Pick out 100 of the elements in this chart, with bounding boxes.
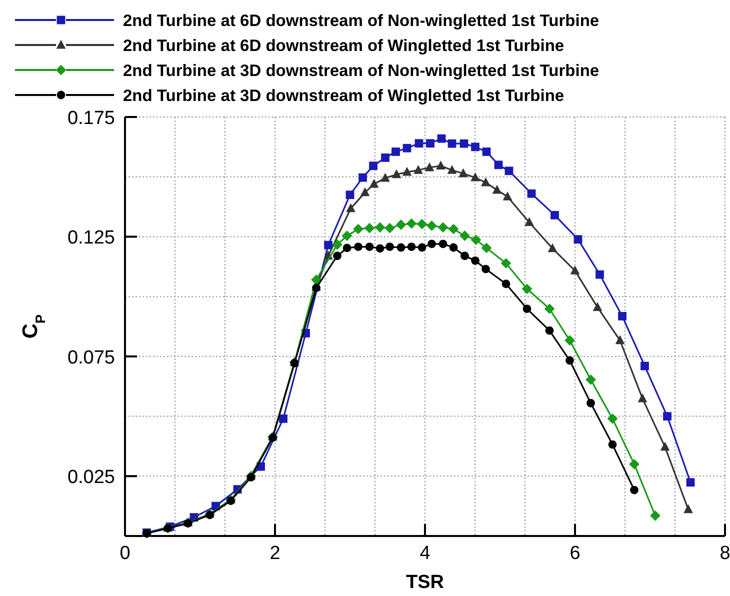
point	[504, 166, 514, 176]
point	[384, 222, 395, 234]
legend-label: 2nd Turbine at 6D downstream of Wingletted 1st Turbine	[123, 37, 564, 55]
point	[663, 412, 672, 420]
point	[660, 442, 670, 451]
point	[414, 139, 424, 148]
point	[548, 243, 558, 252]
point	[448, 224, 459, 234]
point	[374, 222, 386, 233]
point	[342, 230, 352, 241]
point	[522, 304, 532, 313]
point	[492, 184, 502, 194]
point	[460, 139, 468, 148]
point	[524, 217, 534, 226]
point	[426, 139, 434, 148]
point	[458, 168, 468, 178]
point	[607, 413, 618, 424]
point	[324, 240, 332, 250]
point	[424, 162, 434, 172]
point	[369, 178, 379, 188]
point	[638, 393, 648, 402]
point	[414, 164, 423, 174]
point	[346, 190, 354, 200]
point	[392, 169, 402, 178]
point	[376, 244, 384, 253]
point	[402, 166, 412, 176]
point	[364, 222, 375, 234]
point	[436, 160, 446, 170]
legend-label: 2nd Turbine at 6D downstream of Non-wingletted 1st Turbine	[123, 12, 600, 30]
point	[629, 458, 640, 470]
point	[332, 239, 342, 250]
point	[416, 218, 428, 230]
point	[402, 144, 412, 152]
x-tick-label: 6	[570, 543, 580, 564]
point	[570, 266, 580, 274]
point	[386, 242, 394, 251]
point	[392, 148, 400, 156]
point	[428, 240, 436, 248]
point	[574, 235, 582, 244]
point	[684, 504, 693, 514]
point	[426, 220, 437, 231]
point	[354, 242, 362, 251]
point	[630, 486, 638, 494]
y-tick-label: 0.125	[67, 228, 115, 249]
point	[564, 335, 575, 346]
point	[592, 302, 602, 312]
point	[460, 230, 470, 241]
point	[449, 243, 458, 252]
x-tick-label: 0	[120, 543, 130, 564]
point	[396, 220, 406, 230]
point	[527, 189, 536, 198]
point	[246, 473, 256, 482]
point	[279, 414, 288, 423]
point	[380, 172, 390, 182]
point	[438, 222, 448, 233]
point	[586, 374, 596, 385]
point	[418, 243, 426, 252]
point	[333, 252, 342, 260]
point	[481, 242, 492, 254]
point	[471, 256, 480, 265]
point	[470, 234, 482, 246]
point	[544, 304, 555, 314]
point	[481, 177, 490, 186]
point	[586, 398, 595, 408]
point	[522, 284, 532, 294]
point	[615, 335, 625, 344]
point	[566, 356, 574, 365]
point	[407, 242, 416, 251]
point	[406, 218, 417, 229]
point	[650, 510, 660, 521]
point	[608, 440, 617, 449]
point	[365, 242, 374, 251]
point	[353, 224, 364, 234]
point	[447, 164, 457, 174]
point	[381, 154, 390, 162]
point	[437, 134, 446, 143]
y-tick-label: 0.175	[67, 108, 115, 129]
point	[460, 252, 469, 260]
point	[360, 187, 370, 196]
point	[438, 240, 448, 248]
point	[482, 148, 491, 156]
point	[470, 172, 480, 182]
x-tick-label: 4	[420, 543, 431, 564]
point	[342, 244, 352, 252]
x-tick-label: 2	[270, 543, 280, 564]
point	[471, 142, 480, 152]
x-tick-label: 8	[720, 543, 730, 564]
point	[500, 258, 512, 268]
point	[482, 264, 490, 274]
point	[596, 270, 604, 279]
point	[494, 160, 503, 170]
legend-label: 2nd Turbine at 3D downstream of Non-wingletted 1st Turbine	[123, 62, 600, 80]
point	[358, 173, 367, 182]
point	[686, 478, 695, 487]
point	[369, 162, 378, 170]
legend-label: 2nd Turbine at 3D downstream of Wingletted 1st Turbine	[123, 87, 564, 105]
point	[396, 243, 406, 252]
point	[311, 274, 322, 286]
point	[640, 362, 649, 370]
point	[545, 326, 554, 335]
